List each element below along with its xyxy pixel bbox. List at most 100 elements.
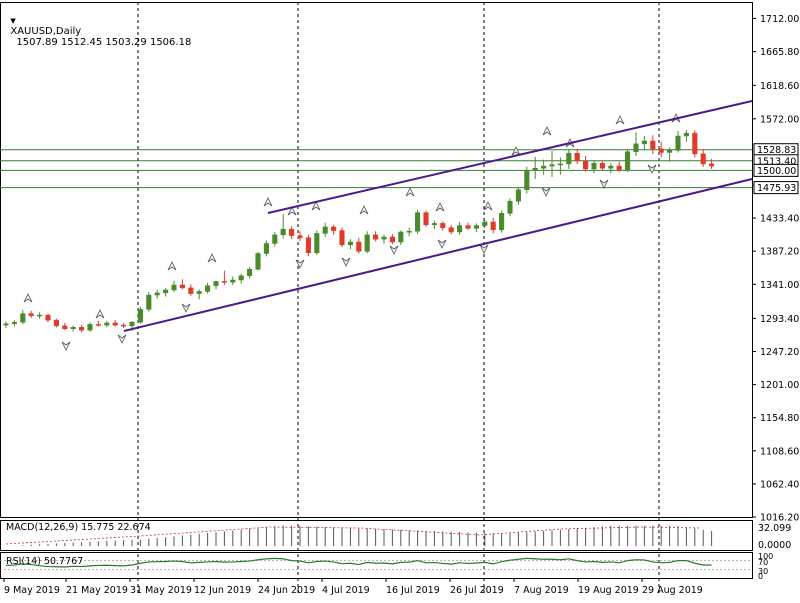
rsi-line [5,557,712,568]
y-axis-label: 1387.20 [760,247,799,258]
ohlc-values: 1507.89 1512.45 1503.29 1506.18 [16,37,192,48]
fractal-up-icon [23,293,33,303]
bear-candle [79,327,85,331]
fractal-up-icon [167,261,177,271]
bull-candle [683,132,689,137]
bull-candle [557,163,563,166]
bull-candle [633,143,639,152]
y-axis-label: 1712.00 [760,14,799,25]
bull-candle [566,152,572,165]
bull-candle [230,279,236,283]
rsi-label: RSI(14) 50.7767 [6,556,84,567]
fractal-up-icon [483,201,493,211]
fractal-up-icon [263,197,273,207]
price-level-label: 1500.00 [757,166,796,177]
fractal-down-icon [599,179,609,189]
x-axis-label: 9 May 2019 [4,585,60,596]
y-axis-label: 1247.20 [760,347,799,358]
y-axis-label: 1665.80 [760,47,799,58]
x-axis-label: 7 Aug 2019 [514,585,569,596]
fractal-up-icon [287,206,297,216]
fractal-up-icon [542,126,552,136]
bull-candle [473,225,479,229]
bear-candle [339,230,345,246]
bull-candle [322,226,328,234]
symbol-label: XAUUSD,Daily [10,26,82,37]
bear-candle [448,227,454,233]
bull-candle [625,151,631,170]
bear-candle [112,322,118,326]
bull-candle [549,164,555,167]
bear-candle [465,225,471,229]
bull-candle [591,162,597,170]
bull-candle [196,291,202,294]
price-level-box [753,163,799,177]
y-axis-label: 1618.60 [760,81,799,92]
y-axis-label: 1341.00 [760,280,799,291]
bear-candle [490,221,496,231]
bull-candle [398,231,404,243]
bull-candle [70,327,76,329]
x-axis-label: 12 Jun 2019 [194,585,251,596]
price-level-box [753,181,799,195]
bear-candle [650,140,656,150]
bull-candle [163,289,169,294]
bear-candle [121,324,127,327]
bull-candle [154,292,160,296]
fractal-down-icon [541,187,551,197]
x-axis-label: 19 Aug 2019 [578,585,639,596]
fractal-up-icon [359,205,369,215]
bull-candle [3,323,9,326]
bear-candle [658,148,664,153]
rsi-frame [0,552,753,579]
fractal-up-icon [511,146,521,156]
rsi-scale-label: 0 [758,572,763,581]
fractal-down-icon [341,257,351,267]
fractal-down-icon [295,259,305,269]
bear-candle [305,237,311,254]
macd-scale-top: 32.099 [758,523,791,534]
bull-candle [667,150,673,153]
bull-candle [314,233,320,254]
bull-candle [507,200,513,214]
bear-candle [692,132,698,155]
x-axis-label: 16 Jul 2019 [386,585,440,596]
bull-candle [129,322,135,327]
bear-candle [583,160,589,170]
bull-candle [406,231,412,233]
bull-candle [87,324,93,331]
lower-channel-line [123,178,753,332]
fractal-down-icon [181,303,191,313]
price-level-label: 1475.93 [757,183,796,194]
bear-candle [95,324,101,326]
bull-candle [11,322,17,324]
x-axis-label: 4 Jul 2019 [322,585,370,596]
macd-signal-line [5,526,701,545]
collapse-triangle-icon[interactable]: ▼ [10,17,16,25]
bear-candle [289,228,295,236]
bear-candle [599,162,605,169]
price-level-label: 1513.40 [757,156,796,167]
x-axis-label: 21 May 2019 [66,585,128,596]
bull-candle [641,140,647,145]
price-level-label: 1528.83 [757,145,796,156]
bull-candle [205,285,211,292]
upper-channel-line [267,100,753,214]
bear-candle [574,152,580,162]
macd-scale-bottom: 0.0000 [758,540,791,551]
bull-candle [431,223,437,226]
bull-candle [20,313,26,323]
fractal-down-icon [389,245,399,255]
x-axis-label: 26 Jul 2019 [450,585,504,596]
bull-candle [146,294,152,310]
y-axis-label: 1293.40 [760,314,799,325]
macd-frame [0,520,753,551]
fractal-down-icon [479,244,489,254]
macd-label: MACD(12,26,9) 15.775 22.674 [6,522,151,533]
bull-candle [171,284,177,291]
main-frame [0,2,753,518]
bear-candle [53,319,59,327]
bull-candle [482,221,488,226]
